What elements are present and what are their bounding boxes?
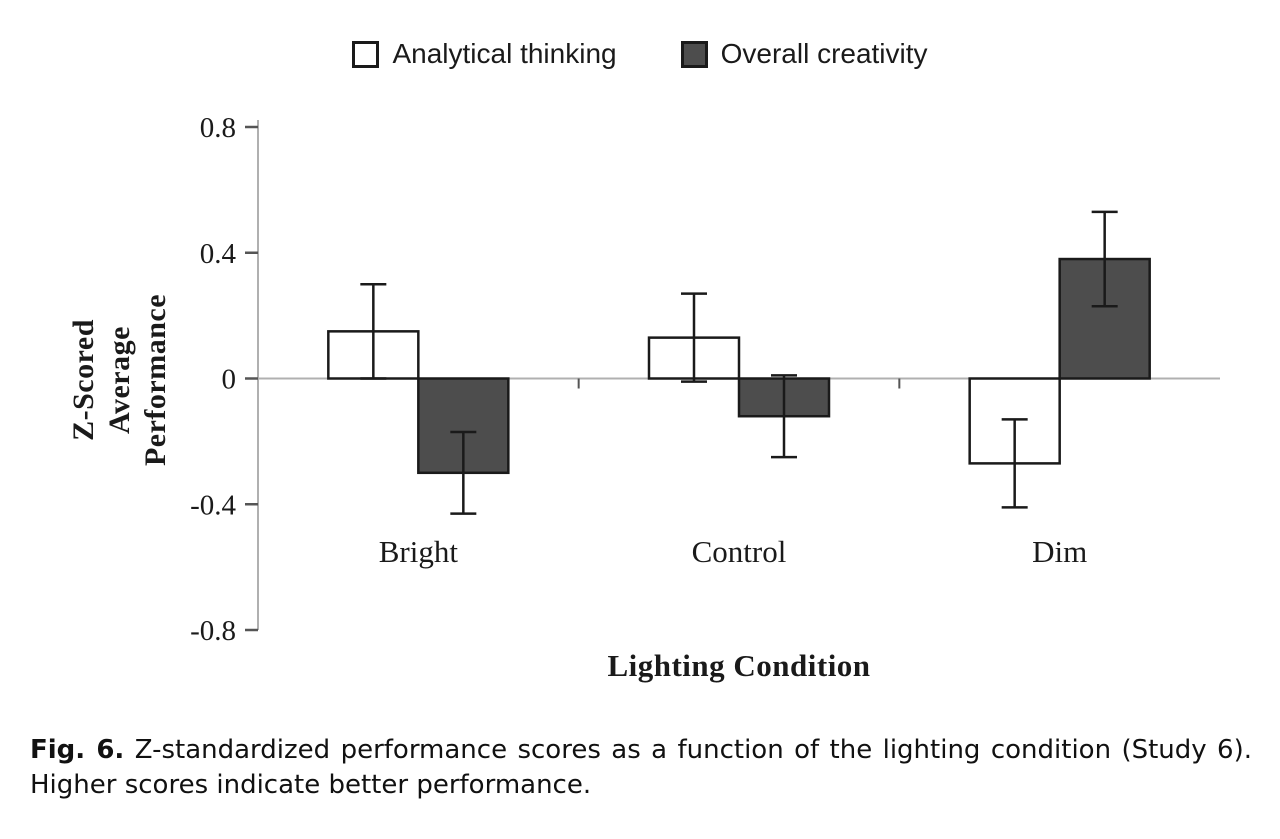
- y-tick-label-0: 0: [222, 364, 237, 396]
- figure-caption-text: Z-standardized performance scores as a f…: [30, 735, 1253, 801]
- y-tick-label-0-4: -0.4: [190, 489, 236, 521]
- legend-label-overall-creativity: Overall creativity: [720, 38, 928, 69]
- legend-swatch-overall-creativity: [680, 40, 708, 68]
- x-axis-title: Lighting Condition: [607, 648, 871, 683]
- legend-label-analytical-thinking: Analytical thinking: [392, 38, 617, 69]
- figure-caption: Fig. 6. Z-standardized performance score…: [30, 733, 1252, 803]
- y-tick-label-0-4: 0.4: [200, 238, 237, 270]
- y-tick-label-0-8: -0.8: [190, 615, 236, 647]
- chart-legend: Analytical thinking Overall creativity: [0, 38, 1280, 70]
- legend-item-analytical-thinking: Analytical thinking: [352, 38, 617, 70]
- y-tick-label-0-8: 0.8: [200, 112, 236, 144]
- category-label-bright: Bright: [379, 534, 459, 569]
- legend-swatch-analytical-thinking: [352, 40, 380, 68]
- figure-caption-label: Fig. 6.: [30, 735, 125, 765]
- category-label-dim: Dim: [1032, 534, 1087, 569]
- category-label-control: Control: [692, 534, 787, 569]
- legend-item-overall-creativity: Overall creativity: [680, 38, 928, 70]
